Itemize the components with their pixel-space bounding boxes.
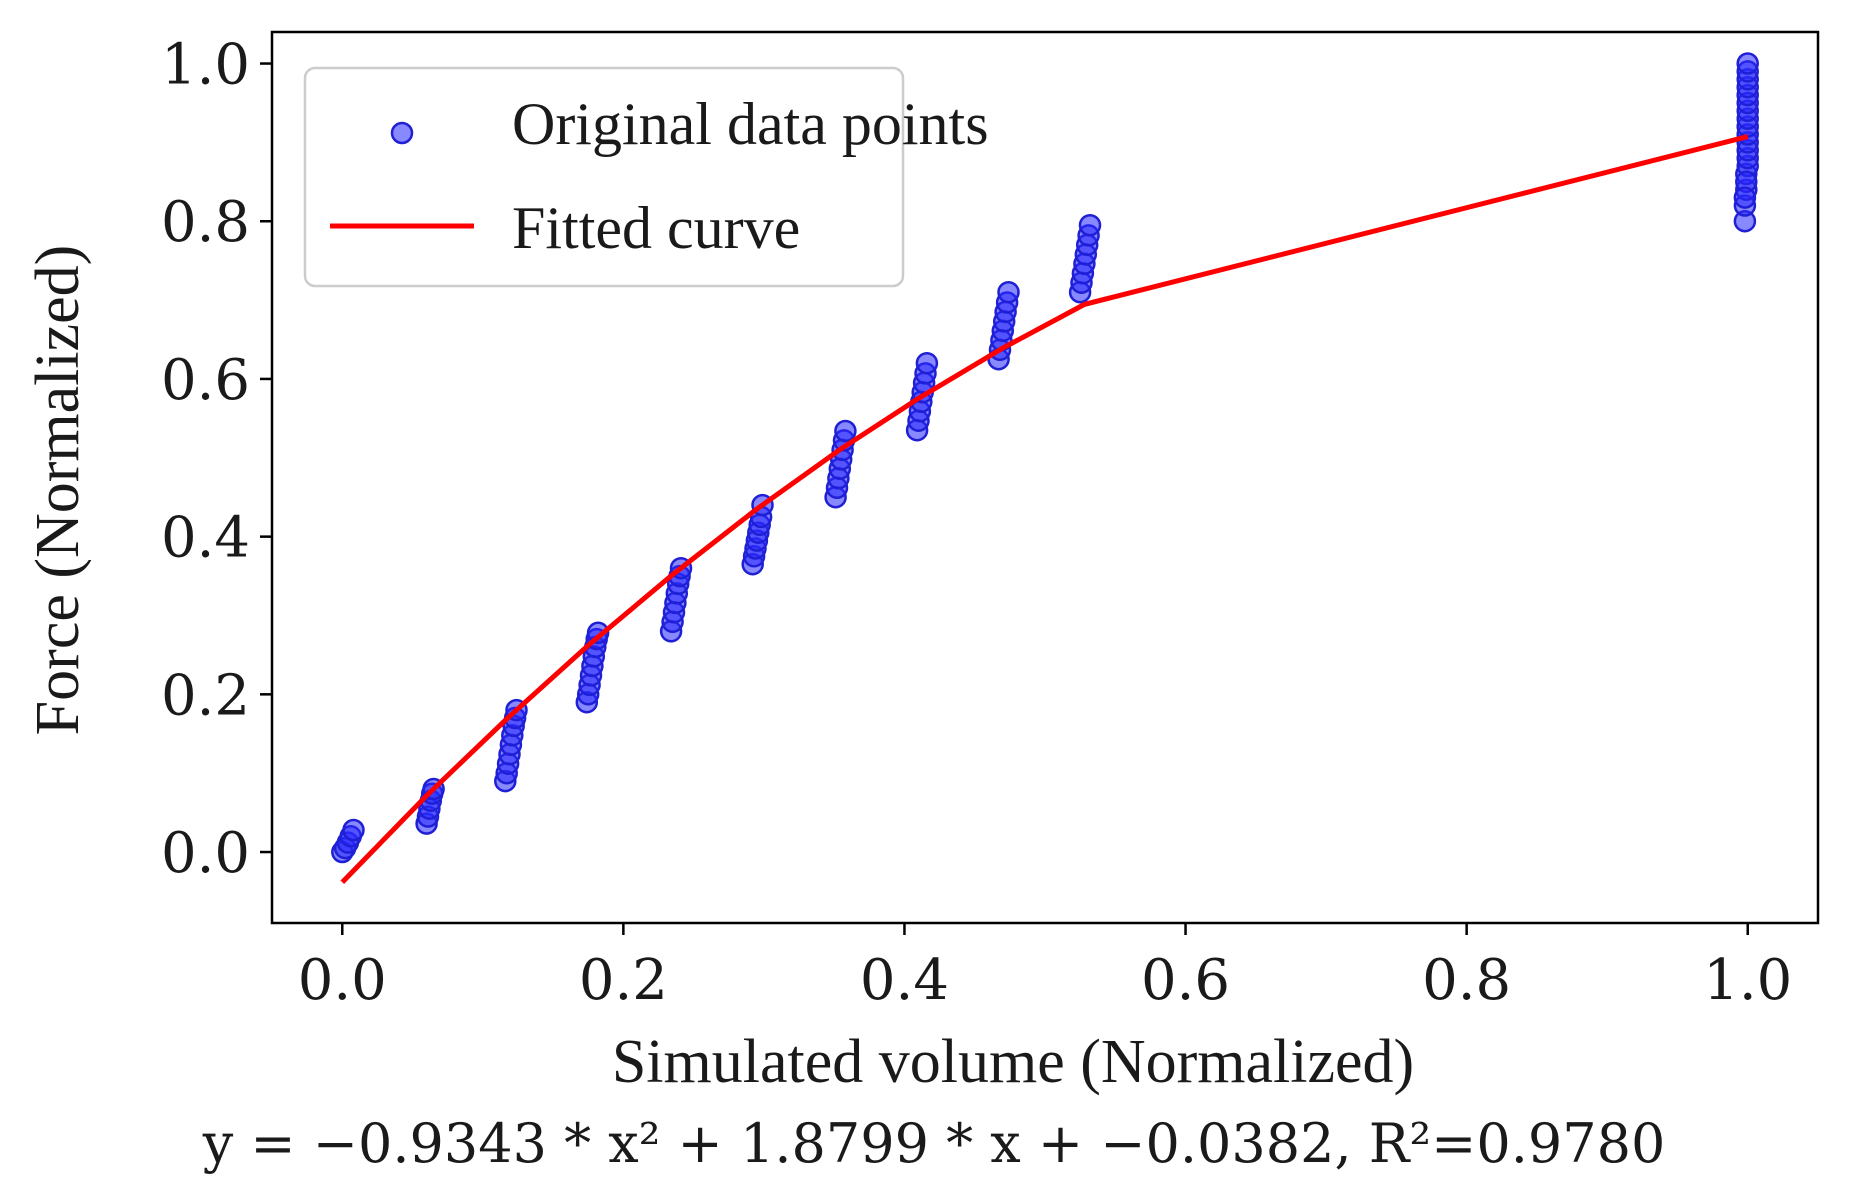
x-tick-label: 0.8 [1422, 948, 1511, 1013]
y-tick-label: 0.6 [161, 348, 250, 413]
data-point [342, 818, 365, 842]
data-point [1078, 213, 1102, 237]
legend: Original data points Fitted curve [303, 66, 989, 288]
y-tick-label: 0.2 [161, 663, 250, 728]
legend-label-fitted-curve: Fitted curve [512, 195, 800, 261]
y-tick-label: 0.8 [161, 190, 250, 255]
x-tick-label: 0.4 [860, 948, 949, 1013]
data-point [915, 351, 939, 375]
x-tick-label: 0.0 [298, 948, 387, 1013]
x-axis: 0.0 0.2 0.4 0.6 0.8 1.0 [298, 923, 1792, 1013]
fitted-curve-line [340, 134, 1749, 884]
x-tick-label: 0.6 [1141, 948, 1230, 1013]
data-point [586, 621, 610, 645]
x-tick-label: 1.0 [1703, 948, 1792, 1013]
y-tick-label: 1.0 [161, 33, 250, 98]
data-point [1736, 52, 1759, 75]
legend-label-original-data: Original data points [512, 91, 989, 157]
legend-box [303, 66, 905, 288]
fit-equation: y = −0.9343 * x² + 1.8799 * x + −0.0382,… [202, 1112, 1666, 1175]
y-axis: 0.0 0.2 0.4 0.6 0.8 1.0 [161, 33, 272, 886]
x-tick-label: 0.2 [579, 948, 668, 1013]
y-tick-label: 0.4 [161, 506, 250, 571]
scatter-series [331, 52, 1759, 864]
x-axis-title: Simulated volume (Normalized) [612, 1028, 1414, 1096]
y-axis-title: Force (Normalized) [24, 245, 92, 736]
data-point [1733, 186, 1757, 209]
data-point [834, 419, 857, 443]
data-point [997, 280, 1020, 304]
legend-marker-original-data [390, 121, 414, 145]
y-tick-label: 0.0 [161, 821, 250, 886]
plot-frame [270, 30, 1820, 925]
